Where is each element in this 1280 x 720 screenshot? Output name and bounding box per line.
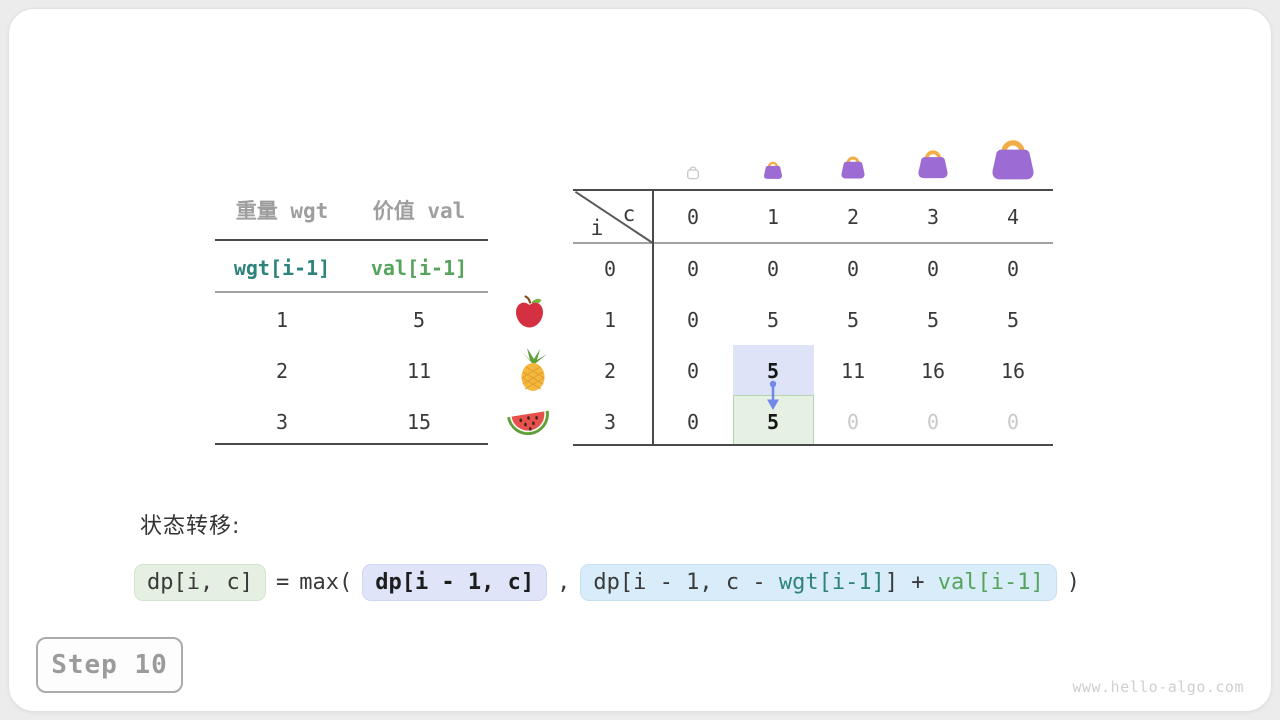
dp-cell-pending: 0 <box>1006 410 1020 434</box>
watermark: www.hello-algo.com <box>1072 678 1244 696</box>
dp-cell: 16 <box>920 359 946 383</box>
item-row-value: 15 <box>406 410 432 434</box>
dp-cell: 0 <box>686 410 700 434</box>
dp-row-header: 0 <box>603 257 617 281</box>
dp-table-vertical-rule <box>652 189 654 446</box>
formula-take-wgt: wgt[i-1] <box>778 569 885 595</box>
items-table-header-rule <box>215 239 488 241</box>
empty-bag-icon <box>685 164 701 180</box>
formula-take-prefix: dp[i - 1, c - <box>593 569 779 595</box>
dp-cell: 0 <box>686 308 700 332</box>
dp-cell-pending: 0 <box>846 410 860 434</box>
dp-col-header: 1 <box>766 205 780 229</box>
dp-cell-pending: 0 <box>926 410 940 434</box>
dp-col-header: 4 <box>1006 205 1020 229</box>
pineapple-icon <box>513 347 553 392</box>
handbag-icon-2 <box>838 153 868 180</box>
formula-take-val: val[i-1] <box>937 569 1044 595</box>
dp-cell-highlight-target: 5 <box>766 410 780 434</box>
item-row-value: 5 <box>412 308 426 332</box>
dp-cell: 5 <box>926 308 940 332</box>
item-row-weight: 1 <box>275 308 289 332</box>
formula-option-keep-box: dp[i - 1, c] <box>362 563 548 601</box>
formula-equals: = <box>275 569 290 595</box>
formula-take-mid: ] + <box>884 569 938 595</box>
dp-cell: 0 <box>926 257 940 281</box>
item-row-value: 11 <box>406 359 432 383</box>
items-col-weight-header: 重量 wgt <box>235 199 329 223</box>
step-badge-label: Step 10 <box>51 650 168 680</box>
dp-row-header: 1 <box>603 308 617 332</box>
dp-cell: 16 <box>1000 359 1026 383</box>
item-row-weight: 2 <box>275 359 289 383</box>
formula-lhs-box: dp[i, c] <box>134 563 266 601</box>
dp-cell: 0 <box>686 257 700 281</box>
formula-comma: , <box>557 569 571 595</box>
transfer-arrow-icon <box>763 380 783 412</box>
formula-option-take-box: dp[i - 1, c - wgt[i-1]] + val[i-1] <box>580 563 1057 601</box>
dp-cell: 0 <box>846 257 860 281</box>
dp-corner-col-var: c <box>622 202 636 226</box>
dp-table-bottom-rule <box>573 444 1053 446</box>
dp-cell-highlight-source: 5 <box>766 359 780 383</box>
items-table-formula-rule <box>215 291 488 293</box>
dp-cell: 5 <box>846 308 860 332</box>
dp-row-header: 3 <box>603 410 617 434</box>
handbag-icon-1 <box>761 159 785 180</box>
step-badge: Step 10 <box>36 637 183 693</box>
dp-col-header: 3 <box>926 205 940 229</box>
dp-cell: 5 <box>1006 308 1020 332</box>
dp-table-top-rule <box>573 189 1053 191</box>
watermelon-icon <box>506 402 552 440</box>
items-formula-val: val[i-1] <box>370 256 468 280</box>
apple-icon <box>513 295 546 329</box>
dp-row-header: 2 <box>603 359 617 383</box>
dp-col-header: 2 <box>846 205 860 229</box>
formula-max-open: max( <box>299 569 353 595</box>
dp-col-header: 0 <box>686 205 700 229</box>
handbag-icon-4 <box>987 134 1039 182</box>
item-row-weight: 3 <box>275 410 289 434</box>
items-table-bottom-rule <box>215 443 488 445</box>
dp-corner-row-var: i <box>590 216 604 240</box>
formula-close-paren: ) <box>1066 569 1081 595</box>
dp-cell: 0 <box>766 257 780 281</box>
transition-formula: dp[i, c] = max( dp[i - 1, c] , dp[i - 1,… <box>134 559 1080 605</box>
transition-label: 状态转移: <box>140 514 241 539</box>
dp-cell: 0 <box>1006 257 1020 281</box>
dp-cell: 0 <box>686 359 700 383</box>
dp-cell: 11 <box>840 359 866 383</box>
dp-table-header-rule <box>573 242 1053 244</box>
handbag-icon-3 <box>914 146 952 180</box>
dp-cell: 5 <box>766 308 780 332</box>
items-col-value-header: 价值 val <box>372 199 466 223</box>
items-formula-wgt: wgt[i-1] <box>233 256 331 280</box>
